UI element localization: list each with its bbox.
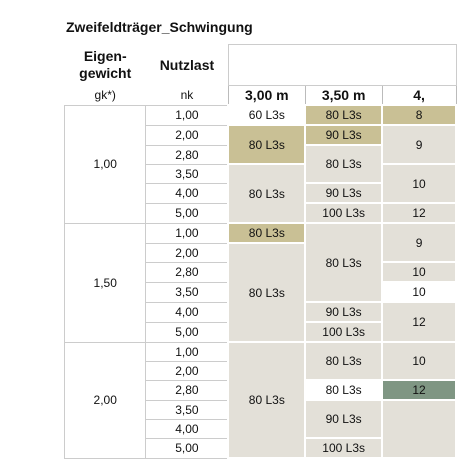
nk-cell: 5,00 bbox=[145, 202, 229, 224]
header-cell: gk*) bbox=[94, 88, 116, 102]
nk-cell: 3,50 bbox=[145, 163, 229, 184]
nk-cell: 1,00 bbox=[145, 104, 229, 126]
data-row: 3,50 10 bbox=[65, 281, 457, 303]
value-cell: 80 L3s bbox=[304, 341, 384, 381]
nk-cell: 2,00 bbox=[145, 242, 229, 263]
data-row: 5,00 100 L3s bbox=[65, 321, 457, 343]
nk-cell: 1,00 bbox=[145, 222, 229, 244]
value-cell: 9 bbox=[381, 222, 457, 263]
nk-cell: 3,50 bbox=[145, 281, 229, 303]
data-row: 2,80 80 L3s 12 bbox=[65, 379, 457, 401]
value-cell: 10 bbox=[381, 341, 457, 381]
value-cell bbox=[381, 399, 457, 459]
value-cell: 12 bbox=[381, 301, 457, 343]
column-header: 3,50 m bbox=[304, 85, 383, 106]
header-cell: Nutzlast bbox=[159, 56, 215, 73]
header-blank bbox=[227, 44, 457, 86]
value-cell: 100 L3s bbox=[304, 202, 384, 224]
value-cell: 80 L3s bbox=[304, 104, 384, 126]
data-row: 5,00 100 L3s 12 bbox=[65, 202, 457, 224]
value-cell: 12 bbox=[381, 202, 457, 224]
value-cell: 80 L3s bbox=[304, 144, 384, 184]
gk-cell: 1,50 bbox=[63, 222, 147, 343]
data-row: 2,00 80 L3s bbox=[65, 242, 457, 343]
data-row: 1,50 1,00 80 L3s 80 L3s 9 bbox=[63, 222, 457, 343]
nk-cell: 4,00 bbox=[145, 182, 229, 204]
data-row: 2,80 80 L3s bbox=[65, 144, 457, 184]
value-cell: 90 L3s bbox=[304, 124, 384, 146]
value-cell: 12 bbox=[381, 379, 457, 401]
value-cell: 90 L3s bbox=[304, 399, 384, 439]
value-cell: 80 L3s bbox=[227, 163, 307, 224]
page: {"title": "Zweifeldträger_Schwingung", "… bbox=[63, 19, 457, 459]
data-row: 2,00 1,00 80 L3s 80 L3s 10 bbox=[63, 341, 457, 459]
value-cell: 80 L3s bbox=[227, 242, 307, 343]
gk-cell: 1,00 bbox=[63, 104, 147, 224]
table-body: Eigen- gewicht Nutzlast gk*) nk 3,00 m 3,… bbox=[63, 44, 457, 459]
value-cell: 8 bbox=[381, 104, 457, 126]
header-cell: Eigen- gewicht bbox=[79, 48, 132, 81]
data-row: 4,00 90 L3s bbox=[65, 182, 457, 204]
value-cell: 90 L3s bbox=[304, 182, 384, 204]
nk-cell: 4,00 bbox=[145, 301, 229, 323]
table: Eigen- gewicht Nutzlast gk*) nk 3,00 m 3,… bbox=[63, 44, 457, 459]
gk-cell: 2,00 bbox=[63, 341, 147, 459]
value-cell: 100 L3s bbox=[304, 437, 384, 459]
value-cell: 10 bbox=[381, 163, 457, 204]
value-cell: 9 bbox=[381, 124, 457, 165]
value-cell: 100 L3s bbox=[304, 321, 384, 343]
value-cell: 60 L3s bbox=[227, 104, 307, 126]
data-row: 4,00 90 L3s 12 bbox=[65, 301, 457, 343]
nk-cell: 5,00 bbox=[145, 437, 229, 459]
nk-cell: 2,80 bbox=[145, 261, 229, 283]
data-row: 1,00 1,00 60 L3s 80 L3s 8 bbox=[63, 104, 457, 224]
title: Zweifeldträger_Schwingung bbox=[66, 19, 253, 35]
column-header: 3,00 m bbox=[227, 85, 306, 106]
nk-cell: 4,00 bbox=[145, 418, 229, 439]
nk-cell: 5,00 bbox=[145, 321, 229, 343]
value-cell: 80 L3s bbox=[227, 222, 307, 244]
nk-cell: 2,00 bbox=[145, 360, 229, 381]
value-cell: 80 L3s bbox=[304, 222, 384, 303]
value-cell: 80 L3s bbox=[227, 341, 307, 459]
header-row: Eigen- gewicht Nutzlast bbox=[65, 44, 457, 86]
data-row: 2,00 80 L3s 90 L3s 9 bbox=[65, 124, 457, 165]
table-wrap: Eigen- gewicht Nutzlast gk*) nk 3,00 m 3,… bbox=[63, 44, 457, 459]
nk-cell: 1,00 bbox=[145, 341, 229, 362]
header-row: gk*) nk 3,00 m 3,50 m 4, bbox=[65, 85, 457, 106]
column-header: 4, bbox=[381, 85, 457, 106]
nk-cell: 3,50 bbox=[145, 399, 229, 420]
value-cell: 10 bbox=[381, 261, 457, 283]
nk-cell: 2,80 bbox=[145, 379, 229, 401]
value-cell: 80 L3s bbox=[304, 379, 384, 401]
value-cell: 90 L3s bbox=[304, 301, 384, 323]
value-cell: 10 bbox=[381, 281, 457, 303]
data-row: 4,00 bbox=[65, 418, 457, 439]
header-cell: nk bbox=[180, 88, 194, 102]
data-row: 3,50 80 L3s 10 bbox=[65, 163, 457, 224]
data-row: 2,80 10 bbox=[65, 261, 457, 283]
nk-cell: 2,00 bbox=[145, 124, 229, 146]
value-cell: 80 L3s bbox=[227, 124, 307, 165]
nk-cell: 2,80 bbox=[145, 144, 229, 165]
